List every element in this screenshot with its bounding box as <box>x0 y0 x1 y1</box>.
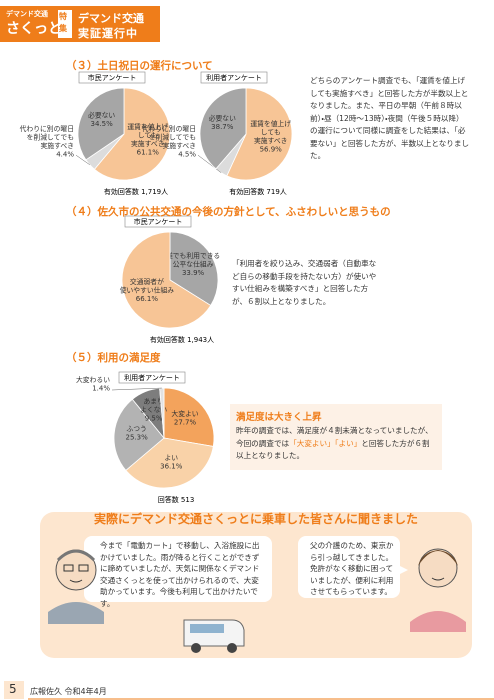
section-heading: （５）利用の満足度 <box>66 352 161 364</box>
leader-line <box>75 154 91 166</box>
bus-illustration <box>183 619 245 653</box>
value-label: 36.1% <box>160 463 183 471</box>
value-label: 56.9% <box>260 145 283 153</box>
pie-slice <box>93 87 171 181</box>
tag: 特集 <box>59 12 67 33</box>
publication: 広報佐久 令和4年4月 <box>30 687 107 696</box>
quote: 父の介護のため、東京から引っ越してきました。免許がなく移動に困っていましたが、便… <box>310 541 394 596</box>
chart-note: 有効回答数 719人 <box>229 187 287 196</box>
chart-title-box <box>118 371 186 384</box>
slice-label: 実施すべき <box>162 141 196 150</box>
summary-box: 満足度は大きく上昇 昨年の調査では、満足度が４割未満となっていましたが、今回の調… <box>230 404 442 470</box>
slice-label: あまり <box>143 398 163 406</box>
slice-label: を削減してでも <box>149 133 196 142</box>
chart-title-box <box>78 71 146 84</box>
value-label: 61.1% <box>137 149 160 157</box>
value-label: 1.4% <box>92 385 110 393</box>
slice-label: 必要ない <box>88 111 115 120</box>
box-title: 満足度は大きく上昇 <box>236 412 322 423</box>
value-label: 9.5% <box>145 415 163 423</box>
chart-note: 回答数 513 <box>158 495 195 504</box>
value-label: 34.5% <box>91 120 114 128</box>
value-label: 27.7% <box>174 418 197 426</box>
pie-slice <box>77 87 125 161</box>
chart-title-box <box>124 215 192 228</box>
slice-label: 交通弱者が <box>130 277 164 286</box>
chart-title: 利用者アンケート <box>124 373 180 382</box>
slice-label: しても <box>138 132 158 140</box>
banner: 実際にデマンド交通さくっとに乗車した皆さんに聞きました <box>93 512 418 526</box>
highlight: 「大変よい」「よい」 <box>289 438 362 448</box>
speech-bubble <box>76 536 272 602</box>
header-title: デマンド交通 <box>78 12 144 25</box>
pie-slice <box>163 387 215 447</box>
paragraph: 昨年の調査では、満足度が４割未満となっていましたが、今回の調査では「大変よい」「… <box>236 425 436 463</box>
text: と回答した方が６割以上となりました。 <box>236 438 430 461</box>
slice-label: しても <box>261 128 281 136</box>
slice-label: 実施すべき <box>254 136 288 145</box>
chart-note: 有効回答数 1,943人 <box>150 335 214 344</box>
value-label: 38.7% <box>211 123 234 131</box>
header-band <box>0 6 160 42</box>
slice-label: 誰でも利用できる <box>166 251 220 260</box>
chart-note: 有効回答数 1,719人 <box>104 187 168 196</box>
person-illustration <box>410 548 466 632</box>
slice-label: 実施すべき <box>131 139 165 148</box>
section-heading: （３）土日祝日の運行について <box>66 60 213 72</box>
tag-box <box>58 10 72 38</box>
quote: 今まで「電動カート」で移動し、入浴施設に出かけていました。雨が降ると行くことがで… <box>100 541 260 608</box>
slice-label: 運賃を値上げ <box>127 122 168 131</box>
chart-title: 市民アンケート <box>88 73 137 82</box>
page-number: 5 <box>9 682 17 696</box>
slice-label: 大変よい <box>171 409 198 418</box>
pie-slice <box>226 87 293 181</box>
chart-title-box <box>200 71 268 84</box>
section-heading: （４）佐久市の公共交通の今後の方針として、ふさわしいと思うもの <box>66 206 391 218</box>
slice-label: よくない <box>140 406 167 414</box>
slice-label: 公平な仕組み <box>173 260 214 269</box>
slice-label: 運賃を値上げ <box>250 119 291 128</box>
badge-main: さくっと <box>6 21 62 37</box>
pie-slice <box>113 398 165 471</box>
chart-title: 利用者アンケート <box>206 73 262 82</box>
header-title: 実証運行中 <box>78 27 138 40</box>
slice-label: ふつう <box>126 425 146 433</box>
slice-label: よい <box>164 454 178 462</box>
page-number-box <box>4 681 24 699</box>
slice-label: を削減してでも <box>27 133 74 142</box>
badge-top: デマンド交通 <box>6 10 48 18</box>
slice-label: 大変わるい <box>76 375 110 384</box>
paragraph: どちらのアンケート調査でも、「運賃を値上げしても実施すべき」と回答した方が半数以… <box>310 76 470 160</box>
pie-slice <box>121 231 212 329</box>
value-label: 4.5% <box>178 151 196 159</box>
pie-slice <box>125 437 214 489</box>
slice-label: 代わりに別の曜日 <box>20 124 74 133</box>
slice-label: 実施すべき <box>40 141 74 150</box>
paragraph: 「利用者を絞り込み、交通弱者（自動車など自らの移動手段を持たない方）が使いやすい… <box>232 259 377 306</box>
value-label: 4.4% <box>56 151 74 159</box>
chart-title: 市民アンケート <box>134 217 183 226</box>
leader-line <box>197 155 222 173</box>
slice-label: 代わりに別の曜日 <box>142 124 196 133</box>
leader-line <box>111 387 162 391</box>
value-label: 66.1% <box>136 295 159 303</box>
text: 昨年の調査では、満足度が４割未満となっていましたが、今回の調査では <box>236 426 433 448</box>
speech-bubble <box>298 536 408 598</box>
value-label: 33.9% <box>182 269 205 277</box>
slice-label: 使いやすい仕組み <box>120 285 175 294</box>
person-illustration <box>48 549 104 624</box>
pie-slice <box>199 87 247 170</box>
value-label: 25.3% <box>125 433 148 441</box>
slice-label: 必要ない <box>209 114 236 123</box>
